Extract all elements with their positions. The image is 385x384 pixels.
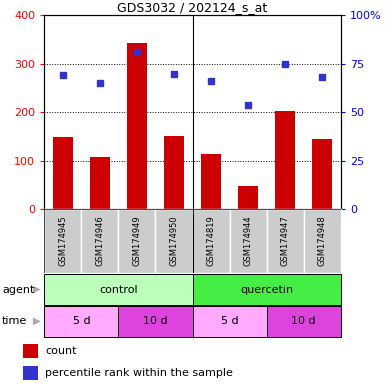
Text: GSM174819: GSM174819 [206,215,216,266]
Bar [201,154,221,209]
Bar [267,306,341,337]
Bar [119,306,192,337]
Text: GSM174946: GSM174946 [95,215,104,266]
Bar [156,209,192,273]
Text: 5 d: 5 d [72,316,90,326]
Text: quercetin: quercetin [240,285,293,295]
Text: GSM174949: GSM174949 [132,216,141,266]
Bar [53,137,73,209]
Bar [44,209,81,273]
Bar [275,111,295,209]
Bar [267,209,304,273]
Text: control: control [99,285,138,295]
Bar [229,209,266,273]
Text: percentile rank within the sample: percentile rank within the sample [45,368,233,378]
Bar [23,344,38,358]
Text: GSM174945: GSM174945 [58,216,67,266]
Bar [192,306,267,337]
Text: 5 d: 5 d [221,316,238,326]
Bar [81,209,119,273]
Bar [90,157,110,209]
Bar [44,274,192,305]
Bar [192,209,229,273]
Text: GSM174944: GSM174944 [244,216,253,266]
Text: GSM174950: GSM174950 [169,216,179,266]
Bar [192,274,341,305]
Bar [23,366,38,379]
Bar [312,139,332,209]
Text: GSM174947: GSM174947 [281,215,290,266]
Text: agent: agent [2,285,34,295]
Text: time: time [2,316,27,326]
Text: 10 d: 10 d [291,316,316,326]
Text: count: count [45,346,77,356]
Text: GSM174948: GSM174948 [318,215,327,266]
Text: 10 d: 10 d [143,316,168,326]
Bar [164,136,184,209]
Bar [127,43,147,209]
Bar [304,209,341,273]
Bar [238,186,258,209]
Bar [44,306,119,337]
Title: GDS3032 / 202124_s_at: GDS3032 / 202124_s_at [117,1,268,14]
Bar [119,209,156,273]
